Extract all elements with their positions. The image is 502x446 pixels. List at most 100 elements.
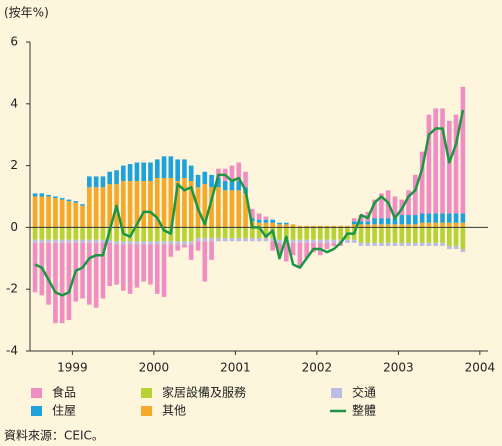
bar-segment (372, 242, 377, 246)
bar-segment (32, 193, 38, 197)
bar-segment (263, 227, 269, 239)
bar-segment (426, 222, 432, 228)
bar-segment (385, 227, 391, 243)
bar-segment (290, 242, 296, 256)
bar-segment (66, 201, 72, 228)
bar-segment (202, 184, 208, 228)
bar-segment (304, 242, 309, 259)
bar-segment (277, 227, 282, 240)
bar-segment (148, 181, 153, 228)
bar-segment (80, 239, 85, 243)
bar-segment (236, 181, 242, 191)
bar-segment (87, 187, 92, 228)
legend-swatch (141, 406, 152, 416)
y-tick-label: 6 (10, 35, 18, 49)
bar-segment (297, 239, 303, 243)
bar-segment (154, 177, 160, 228)
bar-segment (331, 227, 337, 240)
bar-segment (134, 244, 140, 288)
bar-segment (270, 219, 275, 223)
x-tick-label: 2000 (139, 361, 170, 375)
bar-segment (121, 244, 126, 291)
bar-segment (195, 241, 201, 251)
bar-segment (168, 244, 174, 257)
x-tick-label: 1999 (57, 361, 88, 375)
bar-segment (222, 190, 228, 228)
bar-segment (141, 241, 146, 245)
bar-segment (229, 190, 235, 228)
bar-segment (188, 165, 194, 182)
bar-segment (460, 249, 466, 253)
y-tick-label: -4 (6, 344, 18, 358)
bar-segment (216, 187, 221, 228)
bar-segment (365, 227, 371, 243)
bar-segment (216, 168, 221, 178)
bar-segment (426, 227, 432, 243)
bar-segment (284, 242, 289, 262)
bar-segment (93, 176, 99, 188)
source-note: 資料來源：CEIC。 (4, 429, 104, 443)
x-tick-label: 2003 (383, 361, 414, 375)
legend-label: 住屋 (52, 404, 76, 418)
bar-segment (182, 177, 187, 228)
bar-segment (263, 222, 269, 228)
bar-segment (175, 227, 180, 242)
legend-swatch (331, 388, 342, 398)
bar-segment (419, 222, 425, 228)
bar-segment (168, 177, 174, 228)
bar-segment (297, 227, 303, 240)
bar-segment (440, 108, 445, 214)
bar-segment (379, 193, 384, 219)
bar-segment (53, 227, 58, 240)
bar-segment (372, 218, 377, 225)
bar-segment (392, 196, 398, 219)
bar-segment (426, 114, 432, 214)
bar-segment (87, 176, 92, 188)
bar-segment (127, 244, 133, 294)
bar-segment (229, 165, 235, 182)
bar-segment (134, 227, 140, 242)
bar-segment (304, 239, 309, 243)
bar-segment (365, 242, 371, 246)
bar-segment (317, 239, 323, 243)
bar-segment (297, 225, 303, 228)
bar-segment (134, 241, 140, 245)
bar-segment (154, 244, 160, 294)
bar-segment (175, 159, 180, 182)
bar-segment (256, 222, 262, 228)
bar-segment (209, 241, 214, 260)
bar-segment (440, 227, 445, 243)
bar-segment (73, 201, 79, 203)
bar-segment (80, 242, 85, 299)
bar-segment (277, 242, 282, 256)
bar-segment (304, 227, 309, 240)
bar-segment (358, 224, 364, 228)
bar-segment (324, 225, 330, 228)
bar-segment (141, 244, 146, 282)
bar-segment (270, 222, 275, 228)
bar-segment (440, 222, 445, 228)
bar-segment (87, 239, 92, 243)
legend-label: 家居設備及服務 (162, 385, 246, 400)
bar-segment (338, 225, 343, 228)
bar-segment (440, 213, 445, 223)
bar-segment (209, 238, 214, 242)
bar-segment (53, 242, 58, 324)
bar-segment (80, 205, 85, 228)
legend-label: 整體 (352, 403, 376, 418)
bar-segment (216, 227, 221, 239)
bar-segment (331, 242, 337, 246)
bar-segment (73, 239, 79, 243)
bar-segment (32, 196, 38, 228)
bar-segment (161, 156, 167, 178)
bar-segment (460, 222, 466, 228)
bar-segment (202, 241, 208, 282)
bar-segment (188, 227, 194, 242)
bar-segment (188, 244, 194, 260)
x-tick-label: 2002 (302, 361, 333, 375)
bar-segment (270, 241, 275, 251)
bar-segment (446, 120, 452, 214)
bar-segment (161, 227, 167, 242)
bar-segment (263, 216, 269, 220)
bar-segment (236, 238, 242, 242)
